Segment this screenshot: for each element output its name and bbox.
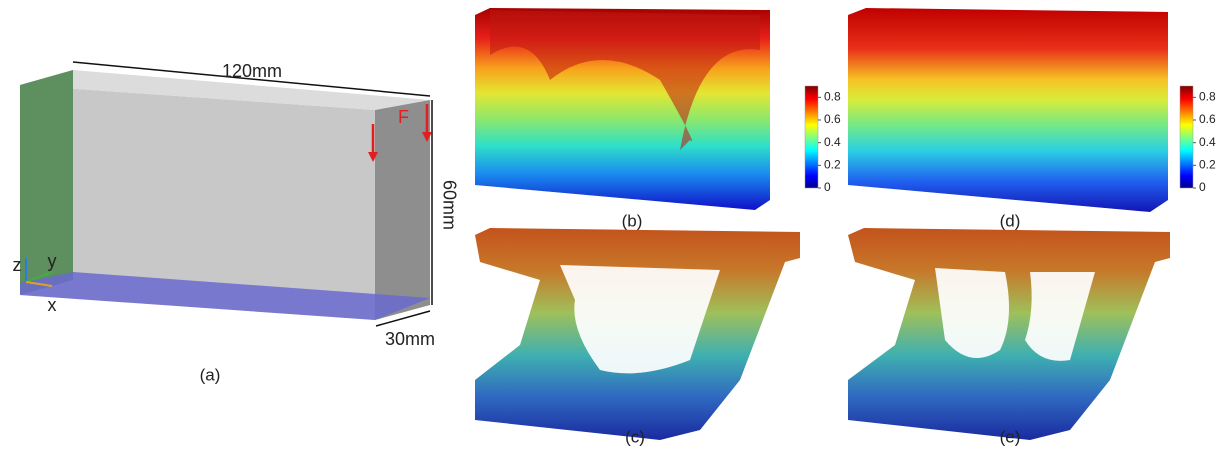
side-face	[375, 100, 430, 320]
bottom-strip	[20, 272, 430, 320]
colorbar-tick-label: 0.2	[1199, 158, 1216, 172]
heatmap	[848, 8, 1168, 212]
width-label: 120mm	[222, 61, 282, 81]
colorbar-tick-label: 0.8	[824, 90, 841, 104]
height-label: 60mm	[439, 180, 459, 230]
colorbar-tick-label: 0.6	[1199, 112, 1216, 126]
colorbar-tick-label: 0.2	[824, 158, 841, 172]
top-face	[20, 70, 430, 110]
colorbar-tick-label: 0	[824, 180, 831, 194]
panel-b: (b)	[475, 8, 770, 230]
force-arrow-head	[368, 152, 378, 162]
panel-a: 120mm 60mm 30mm F z y x (a)	[13, 61, 460, 385]
axis-label: z	[13, 255, 22, 275]
structure	[848, 228, 1170, 440]
colorbar-tick-label: 0.6	[824, 112, 841, 126]
colorbar-tick-label: 0.4	[824, 135, 841, 149]
structure-void	[1025, 272, 1095, 361]
force-label: F	[398, 107, 409, 127]
caption: (a)	[200, 365, 221, 384]
front-face	[20, 85, 375, 320]
structure-void	[935, 268, 1009, 358]
dim-line	[72, 61, 431, 97]
colorbar	[1179, 85, 1194, 189]
caption: (c)	[625, 427, 645, 446]
panel-c: (c)	[475, 228, 800, 446]
colorbar-tick-label: 0.8	[1199, 90, 1216, 104]
depth-label: 30mm	[385, 329, 435, 349]
fixed-face	[20, 70, 73, 295]
axis-x	[25, 281, 53, 287]
caption: (d)	[1000, 211, 1021, 230]
heatmap-detail	[490, 10, 760, 150]
structure-void	[560, 265, 720, 374]
axis-y	[25, 271, 53, 283]
force-arrow-head	[422, 132, 432, 142]
colorbar-tick-label: 0	[1199, 180, 1206, 194]
panel-e: (e)	[848, 228, 1170, 446]
caption: (b)	[622, 211, 643, 230]
axis-label: x	[48, 295, 57, 315]
dim-line	[375, 310, 431, 327]
caption: (e)	[1000, 427, 1021, 446]
axis-label: y	[48, 251, 57, 271]
panel-d: (d)	[848, 8, 1168, 230]
colorbar	[804, 85, 819, 189]
colorbar-tick-label: 0.4	[1199, 135, 1216, 149]
